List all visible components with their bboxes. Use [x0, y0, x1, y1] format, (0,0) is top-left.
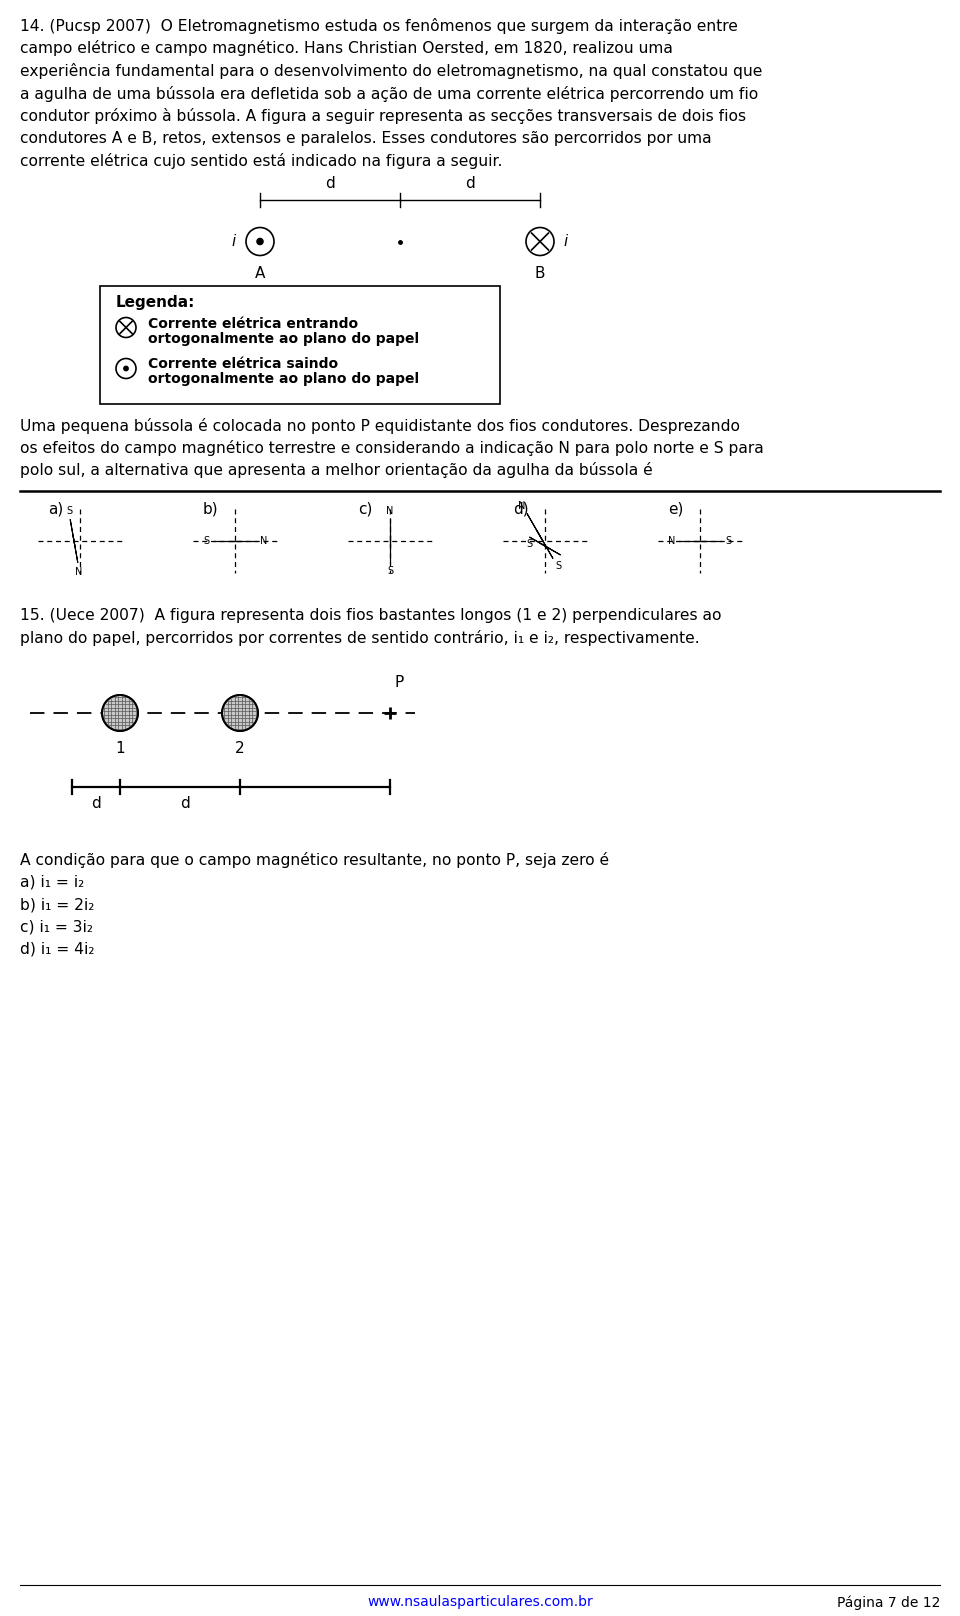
- Text: condutores A e B, retos, extensos e paralelos. Esses condutores são percorridos : condutores A e B, retos, extensos e para…: [20, 131, 711, 145]
- Text: Corrente elétrica saindo: Corrente elétrica saindo: [148, 357, 338, 372]
- Text: 15. (Uece 2007)  A figura representa dois fios bastantes longos (1 e 2) perpendi: 15. (Uece 2007) A figura representa dois…: [20, 608, 722, 624]
- Text: www.nsaulasparticulares.com.br: www.nsaulasparticulares.com.br: [367, 1595, 593, 1610]
- Text: e): e): [668, 501, 684, 516]
- FancyBboxPatch shape: [100, 286, 500, 404]
- Text: c): c): [358, 501, 372, 516]
- Text: b) i₁ = 2i₂: b) i₁ = 2i₂: [20, 897, 94, 911]
- Text: N: N: [667, 537, 675, 546]
- Text: d) i₁ = 4i₂: d) i₁ = 4i₂: [20, 942, 94, 957]
- Text: d: d: [91, 797, 101, 811]
- Text: 2: 2: [235, 742, 245, 756]
- Text: S: S: [387, 566, 393, 575]
- Text: i: i: [564, 234, 568, 249]
- Polygon shape: [540, 543, 561, 554]
- Circle shape: [102, 695, 138, 730]
- Text: Uma pequena bússola é colocada no ponto P equidistante dos fios condutores. Desp: Uma pequena bússola é colocada no ponto …: [20, 417, 740, 433]
- Text: ortogonalmente ao plano do papel: ortogonalmente ao plano do papel: [148, 373, 420, 386]
- Text: B: B: [535, 265, 545, 281]
- Text: A: A: [254, 265, 265, 281]
- Text: S: S: [725, 537, 732, 546]
- Circle shape: [124, 367, 129, 370]
- Text: Legenda:: Legenda:: [116, 296, 196, 310]
- Text: campo elétrico e campo magnético. Hans Christian Oersted, em 1820, realizou uma: campo elétrico e campo magnético. Hans C…: [20, 40, 673, 57]
- Text: d: d: [466, 176, 475, 191]
- Polygon shape: [527, 514, 543, 543]
- Text: N: N: [386, 506, 394, 516]
- Text: 14. (Pucsp 2007)  O Eletromagnetismo estuda os fenômenos que surgem da interação: 14. (Pucsp 2007) O Eletromagnetismo estu…: [20, 18, 738, 34]
- Text: Corrente elétrica entrando: Corrente elétrica entrando: [148, 317, 358, 331]
- Text: a): a): [48, 501, 63, 516]
- Text: A condição para que o campo magnético resultante, no ponto P, seja zero é: A condição para que o campo magnético re…: [20, 852, 610, 868]
- Text: ortogonalmente ao plano do papel: ortogonalmente ao plano do papel: [148, 331, 420, 346]
- Circle shape: [257, 239, 263, 244]
- Polygon shape: [537, 530, 553, 559]
- Text: S: S: [66, 506, 72, 517]
- Text: condutor próximo à bússola. A figura a seguir representa as secções transversais: condutor próximo à bússola. A figura a s…: [20, 108, 746, 124]
- Text: S: S: [204, 537, 210, 546]
- Text: P: P: [395, 675, 404, 690]
- Polygon shape: [73, 535, 78, 562]
- Text: os efeitos do campo magnético terrestre e considerando a indicação N para polo n: os efeitos do campo magnético terrestre …: [20, 440, 764, 456]
- Text: plano do papel, percorridos por correntes de sentido contrário, i₁ e i₂, respect: plano do papel, percorridos por corrente…: [20, 630, 700, 646]
- Polygon shape: [70, 519, 75, 548]
- Text: polo sul, a alternativa que apresenta a melhor orientação da agulha da bússola é: polo sul, a alternativa que apresenta a …: [20, 462, 653, 478]
- Text: N: N: [517, 501, 525, 512]
- Text: 1: 1: [115, 742, 125, 756]
- Text: N: N: [260, 537, 268, 546]
- Text: N: N: [75, 567, 83, 577]
- Text: a) i₁ = i₂: a) i₁ = i₂: [20, 874, 84, 889]
- Text: Página 7 de 12: Página 7 de 12: [836, 1595, 940, 1610]
- Text: b): b): [203, 501, 219, 516]
- Text: d: d: [325, 176, 335, 191]
- Circle shape: [222, 695, 258, 730]
- Text: d): d): [513, 501, 529, 516]
- Text: a agulha de uma bússola era defletida sob a ação de uma corrente elétrica percor: a agulha de uma bússola era defletida so…: [20, 86, 758, 102]
- Text: corrente elétrica cujo sentido está indicado na figura a seguir.: corrente elétrica cujo sentido está indi…: [20, 154, 502, 170]
- Text: S: S: [555, 561, 562, 570]
- Polygon shape: [529, 537, 549, 548]
- Text: experiência fundamental para o desenvolvimento do eletromagnetismo, na qual cons: experiência fundamental para o desenvolv…: [20, 63, 762, 79]
- Text: i: i: [232, 234, 236, 249]
- Text: d: d: [180, 797, 190, 811]
- Text: S: S: [526, 540, 533, 549]
- Text: c) i₁ = 3i₂: c) i₁ = 3i₂: [20, 920, 93, 934]
